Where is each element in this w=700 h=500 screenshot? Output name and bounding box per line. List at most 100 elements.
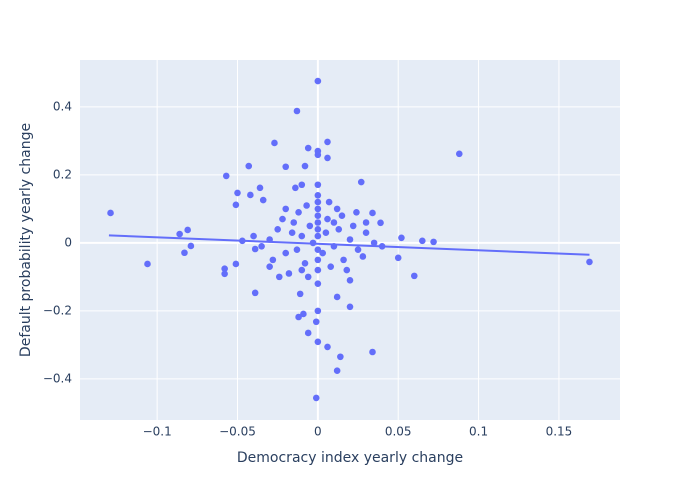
point <box>333 205 341 213</box>
point <box>314 212 322 219</box>
point <box>285 270 293 277</box>
point <box>107 209 114 217</box>
point <box>353 208 360 216</box>
point <box>298 266 306 274</box>
point <box>346 276 354 284</box>
point <box>184 226 191 234</box>
point <box>357 178 365 186</box>
point <box>333 367 341 375</box>
point <box>245 162 253 170</box>
x-tick-label: 0 <box>314 425 322 439</box>
point <box>312 318 320 326</box>
point <box>256 184 264 192</box>
point <box>333 293 341 301</box>
point <box>370 239 378 247</box>
point <box>337 353 344 361</box>
point <box>232 260 240 268</box>
point <box>295 313 302 321</box>
point <box>232 201 240 209</box>
point <box>314 191 322 199</box>
point <box>338 212 346 219</box>
point <box>282 163 290 171</box>
point <box>398 234 405 242</box>
point <box>303 202 310 209</box>
point <box>275 273 283 281</box>
y-tick-label: 0.4 <box>53 99 72 113</box>
point <box>314 232 322 240</box>
point <box>222 172 230 180</box>
point <box>300 310 307 318</box>
point <box>288 229 296 236</box>
point <box>293 107 301 115</box>
point <box>314 256 322 264</box>
point <box>282 249 290 257</box>
point <box>144 260 151 268</box>
point <box>292 184 299 192</box>
x-tick-label: 0.05 <box>385 425 412 439</box>
point <box>314 280 322 287</box>
point <box>324 343 331 351</box>
point <box>274 225 281 233</box>
point <box>354 246 362 253</box>
point <box>301 162 309 170</box>
point <box>369 209 376 217</box>
point <box>314 198 322 206</box>
point <box>314 205 322 213</box>
point <box>335 225 343 233</box>
x-axis-title: Democracy index yearly change <box>237 450 463 466</box>
point <box>221 265 228 273</box>
point <box>279 215 286 223</box>
point <box>282 205 290 213</box>
point <box>187 242 195 250</box>
point <box>298 232 306 240</box>
point <box>269 256 277 264</box>
trend-line <box>108 234 590 256</box>
point <box>251 289 259 297</box>
point <box>306 222 314 230</box>
point <box>369 348 376 356</box>
point <box>296 290 304 298</box>
point <box>301 259 309 267</box>
point <box>221 270 228 278</box>
x-tick-label: 0.15 <box>546 425 573 439</box>
point <box>247 191 254 199</box>
point <box>340 256 347 264</box>
x-tick-label: −0.1 <box>143 425 172 439</box>
point <box>362 219 370 226</box>
point <box>314 181 322 189</box>
point <box>312 394 320 402</box>
point <box>181 249 188 257</box>
point <box>324 138 331 146</box>
point <box>304 144 312 152</box>
point <box>324 154 331 162</box>
point <box>293 246 301 253</box>
point <box>314 151 322 159</box>
point <box>295 208 302 216</box>
y-tick-label: 0.2 <box>53 167 72 181</box>
point <box>251 245 259 253</box>
point <box>343 266 351 274</box>
x-tick-label: 0.1 <box>469 425 488 439</box>
point <box>410 272 418 280</box>
point <box>586 258 593 266</box>
point <box>359 253 367 260</box>
point <box>430 238 437 246</box>
point <box>455 150 463 158</box>
point <box>266 263 273 270</box>
point <box>419 237 426 245</box>
point <box>250 232 257 240</box>
point <box>298 181 306 189</box>
point <box>314 338 322 346</box>
point <box>314 266 322 274</box>
point <box>258 242 265 250</box>
y-axis-title: Default probability yearly change <box>18 123 34 357</box>
point <box>314 219 322 226</box>
y-tick-label: 0 <box>64 235 72 249</box>
point <box>304 329 312 337</box>
point <box>271 139 278 147</box>
point <box>377 219 384 227</box>
point <box>362 229 370 236</box>
point <box>349 222 357 230</box>
point <box>234 189 241 197</box>
